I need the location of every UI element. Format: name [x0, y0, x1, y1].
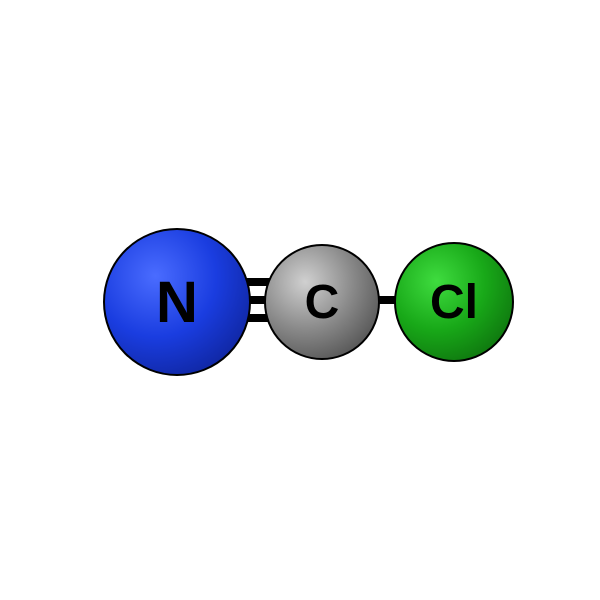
molecule-diagram: N C Cl [0, 0, 600, 600]
atom-carbon: C [264, 244, 380, 360]
atom-label-nitrogen: N [156, 269, 198, 336]
atom-chlorine: Cl [394, 242, 514, 362]
atom-label-carbon: C [305, 275, 340, 330]
atom-label-chlorine: Cl [430, 275, 478, 330]
atom-nitrogen: N [103, 228, 251, 376]
